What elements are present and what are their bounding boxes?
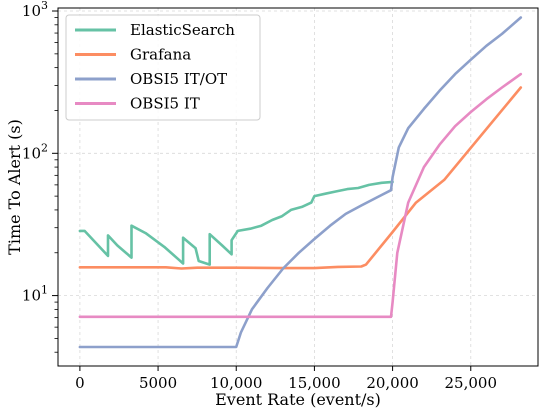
legend-label: OBSI5 IT/OT xyxy=(130,70,227,88)
y-tick-exponent: 2 xyxy=(41,141,48,154)
x-tick-label: 20,000 xyxy=(366,374,419,392)
y-tick-base: 10 xyxy=(22,287,41,305)
grid-layer xyxy=(58,8,538,366)
y-tick-label: 101 xyxy=(22,284,48,305)
series-line-1 xyxy=(78,86,523,270)
legend-label: ElasticSearch xyxy=(130,21,235,39)
x-tick-label: 5000 xyxy=(139,374,177,392)
series-line-0 xyxy=(78,180,394,266)
plot-frame xyxy=(57,7,539,367)
y-tick-label: 102 xyxy=(22,141,48,162)
x-tick-label: 10,000 xyxy=(210,374,263,392)
legend-label: Grafana xyxy=(130,46,191,64)
x-tick-label: 25,000 xyxy=(445,374,498,392)
y-tick-exponent: 1 xyxy=(41,284,48,297)
series-layer xyxy=(78,16,523,349)
legend-box xyxy=(65,14,261,121)
x-axis-title: Event Rate (event/s) xyxy=(215,390,381,409)
x-axis: 0 5000 10,000 15,000 20,000 25,000 xyxy=(75,366,497,392)
y-tick-base: 10 xyxy=(22,144,41,162)
y-tick-base: 10 xyxy=(22,2,41,20)
y-tick-label: 103 xyxy=(22,0,48,20)
legend: ElasticSearch Grafana OBSI5 IT/OT OBSI5 IT xyxy=(65,14,261,121)
x-tick-label: 15,000 xyxy=(288,374,341,392)
y-axis-title: Time To Alert (s) xyxy=(5,119,24,255)
y-tick-exponent: 3 xyxy=(41,0,48,12)
series-line-2 xyxy=(78,16,523,349)
series-line-3 xyxy=(78,72,523,319)
x-tick-label: 0 xyxy=(75,374,85,392)
legend-label: OBSI5 IT xyxy=(130,95,200,113)
